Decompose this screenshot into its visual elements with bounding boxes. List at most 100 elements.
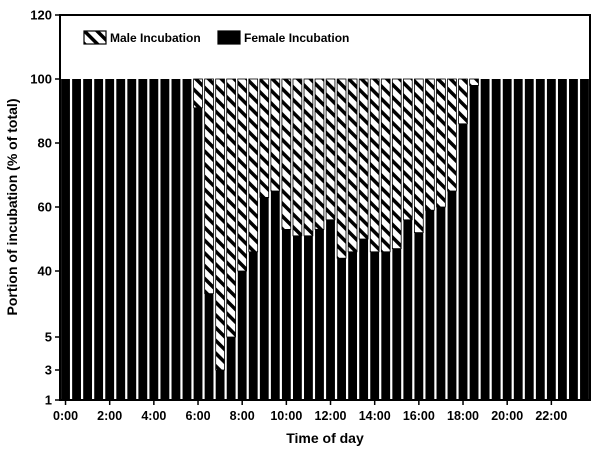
bar-female [469,85,479,401]
y-tick-label: 5 [45,330,52,345]
bar-male [447,78,457,192]
bar-male [369,78,380,253]
x-tick-label: 2:00 [97,409,122,423]
bar-male [248,78,259,253]
bar-female [281,229,291,400]
bar-male [292,78,303,237]
x-tick-label: 4:00 [141,409,166,423]
bars-layer [61,78,589,401]
bar-female [83,79,93,400]
bar-male [204,78,214,295]
y-tick-label: 120 [30,8,52,23]
y-axis-label: Portion of incubation (% of total) [4,99,20,316]
x-axis: 0:00 2:00 4:00 6:00 8:00 10:00 12:00 14:00 16:00… [53,400,567,423]
bar-male [237,78,248,272]
bar-female [425,210,435,400]
bar-male [347,78,358,253]
bar-female [105,79,115,400]
bar-male [425,78,435,211]
bar-male [281,78,292,230]
bar-male [469,78,479,86]
bar-male [215,78,225,371]
bar-female [480,79,490,400]
y-tick-label: 100 [30,72,52,87]
legend-male-swatch [83,30,107,45]
bar-female [414,232,424,400]
bar-male [336,78,347,259]
bar-female [116,79,126,400]
legend: Male Incubation Female Incubation [83,30,349,45]
bar-female [304,235,313,400]
bar-male [402,78,413,221]
bar-male [391,78,402,250]
bar-female [524,79,534,400]
y-axis: 1 3 5 40 60 80 100 120 [30,8,60,408]
bar-female [569,79,578,400]
bar-female [557,79,567,400]
x-tick-label: 10:00 [270,409,302,423]
legend-male-label: Male Incubation [110,31,201,45]
bar-male [380,78,391,253]
bar-female [237,271,247,400]
bar-female [381,251,391,400]
bar-male [303,78,314,237]
bar-female [193,107,203,401]
bar-male [226,78,236,338]
x-tick-label: 12:00 [315,409,347,423]
legend-female-label: Female Incubation [244,31,349,45]
bar-female [326,219,335,400]
x-tick-label: 8:00 [230,409,255,423]
bar-female [226,337,236,400]
bar-male [458,78,468,125]
bar-female [513,79,523,400]
y-tick-label: 3 [45,363,52,378]
bar-female [160,79,170,400]
x-tick-label: 0:00 [53,409,78,423]
x-tick-label: 14:00 [359,409,391,423]
bar-male [358,78,369,240]
bar-female [138,79,148,400]
bar-female [337,258,346,400]
bar-female [580,79,589,400]
bar-female [204,293,214,400]
bar-female [403,219,413,400]
bar-female [491,79,501,400]
bar-male [325,78,336,221]
bar-male [314,78,325,230]
bar-female [447,191,457,400]
bar-female [182,79,192,400]
bar-female [61,79,70,400]
bar-female [215,370,225,400]
bar-female [392,248,402,400]
bar-female [535,79,545,400]
x-tick-label: 18:00 [447,409,479,423]
x-tick-label: 22:00 [535,409,567,423]
bar-male [414,78,424,234]
x-tick-label: 20:00 [491,409,523,423]
bar-female [72,79,81,400]
y-tick-label: 60 [38,200,52,215]
bar-female [270,191,280,400]
bar-female [359,239,369,400]
bar-female [546,79,556,400]
bar-female [502,79,512,400]
bar-male [436,78,446,208]
bar-female [315,229,324,400]
x-tick-label: 16:00 [403,409,435,423]
bar-female [171,79,181,400]
x-axis-label: Time of day [286,430,364,446]
y-tick-label: 1 [45,393,52,408]
bar-female [292,235,302,400]
bar-male [259,78,270,198]
bar-female [348,251,358,400]
bar-female [370,251,380,400]
y-tick-label: 80 [38,136,52,151]
bar-female [259,197,269,400]
x-tick-label: 6:00 [186,409,211,423]
bar-female [94,79,104,400]
legend-female-swatch [217,30,241,45]
bar-male [270,78,281,192]
bar-female [149,79,159,400]
bar-female [436,207,446,400]
